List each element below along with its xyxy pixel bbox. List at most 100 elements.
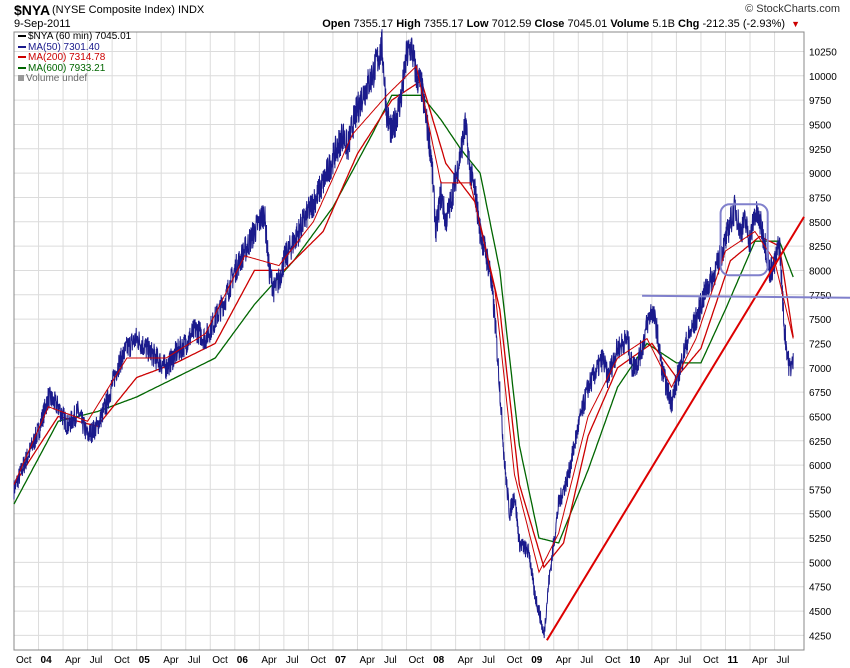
y-tick-label: 8250 (809, 242, 832, 253)
index-full-name: (NYSE Composite Index) (52, 4, 175, 16)
x-tick-label: Apr (556, 655, 572, 666)
x-tick-label: 08 (433, 655, 445, 666)
high-label: High (396, 18, 421, 30)
legend-ma600: MA(600) 7933.21 (18, 62, 131, 75)
x-tick-label: Jul (90, 655, 103, 666)
x-tick-label: 04 (41, 655, 53, 666)
legend-volume: Volume undef (18, 73, 131, 85)
quote-line: Open 7355.17 High 7355.17 Low 7012.59 Cl… (322, 18, 800, 30)
y-tick-label: 8000 (809, 266, 832, 277)
x-tick-label: Oct (16, 655, 32, 666)
x-tick-label: Jul (286, 655, 299, 666)
chg-label: Chg (678, 18, 700, 30)
open-label: Open (322, 18, 351, 30)
support-line (642, 294, 850, 299)
x-tick-label: 06 (237, 655, 249, 666)
x-tick-label: Oct (212, 655, 228, 666)
x-tick-label: Apr (752, 655, 768, 666)
x-tick-label: 11 (727, 655, 738, 666)
y-axis-labels: 4250 4500 4750 5000 5250 5500 5750 6000 6250 6500… (809, 47, 837, 642)
x-tick-label: Apr (261, 655, 277, 666)
index-name: (NYSE Composite Index) INDX (52, 4, 204, 16)
volume-value: 5.1B (652, 18, 675, 30)
legend-swatch (18, 35, 26, 38)
x-tick-label: Oct (114, 655, 130, 666)
chart-header: $NYA (NYSE Composite Index) INDX 9-Sep-2… (0, 0, 850, 32)
ma600-line (13, 94, 794, 544)
y-tick-label: 5500 (809, 510, 832, 521)
y-tick-label: 6750 (809, 388, 832, 399)
x-tick-label: Oct (409, 655, 425, 666)
annotations (546, 203, 850, 641)
x-tick-label: Apr (458, 655, 474, 666)
x-tick-label: Apr (65, 655, 81, 666)
legend-swatch (18, 45, 26, 48)
series-layer (13, 29, 794, 639)
legend: $NYA (60 min) 7045.01 MA(50) 7301.40 MA(… (18, 31, 132, 85)
legend-label: MA(200) 7314.78 (28, 52, 106, 63)
x-tick-label: Oct (507, 655, 523, 666)
x-tick-label: Jul (777, 655, 790, 666)
y-tick-label: 7500 (809, 315, 832, 326)
symbol: $NYA (14, 2, 51, 18)
x-tick-label: Apr (654, 655, 670, 666)
y-tick-label: 9000 (809, 169, 832, 180)
legend-label: $NYA (60 min) 7045.01 (28, 31, 132, 42)
y-tick-label: 7000 (809, 364, 832, 375)
y-tick-label: 9250 (809, 145, 832, 156)
y-tick-label: 5250 (809, 534, 832, 545)
x-tick-label: Oct (703, 655, 719, 666)
y-tick-label: 4500 (809, 607, 832, 618)
x-axis-labels: Oct 04 Apr Jul Oct 05 Apr Jul Oct 06 Apr Jul Oct 07 Ap… (16, 655, 789, 666)
x-tick-label: Apr (163, 655, 179, 666)
y-tick-label: 8750 (809, 193, 832, 204)
y-tick-label: 10000 (809, 72, 837, 83)
exchange: INDX (177, 4, 205, 16)
trendline (546, 216, 805, 641)
x-tick-label: Oct (310, 655, 326, 666)
y-tick-label: 6000 (809, 461, 832, 472)
close-value: 7045.01 (567, 18, 608, 30)
open-value: 7355.17 (353, 18, 394, 30)
y-tick-label: 9750 (809, 96, 832, 107)
low-label: Low (466, 18, 489, 30)
high-value: 7355.17 (423, 18, 464, 30)
x-tick-label: 07 (335, 655, 347, 666)
x-tick-label: Jul (678, 655, 691, 666)
y-tick-label: 6250 (809, 437, 832, 448)
legend-label: MA(600) 7933.21 (28, 62, 106, 74)
x-tick-label: Jul (384, 655, 397, 666)
x-tick-label: Jul (580, 655, 593, 666)
plot-frame (13, 31, 805, 651)
y-tick-label: 6500 (809, 412, 832, 423)
highlight-box (719, 203, 769, 277)
close-label: Close (534, 18, 565, 30)
x-tick-label: Oct (605, 655, 621, 666)
y-tick-label: 7250 (809, 339, 832, 350)
chart-date: 9-Sep-2011 (14, 18, 71, 30)
legend-swatch (18, 66, 26, 69)
chg-value: -212.35 (-2.93%) (702, 18, 786, 30)
x-tick-label: 09 (531, 655, 543, 666)
legend-label: Volume undef (26, 73, 88, 84)
x-tick-label: Jul (482, 655, 495, 666)
volume-label: Volume (610, 18, 650, 30)
x-tick-label: Apr (359, 655, 375, 666)
x-tick-label: 05 (139, 655, 151, 666)
legend-swatch (18, 56, 26, 59)
y-tick-label: 5750 (809, 485, 832, 496)
low-value: 7012.59 (491, 18, 532, 30)
y-tick-label: 4750 (809, 583, 832, 594)
legend-ma50: MA(50) 7301.40 (18, 42, 131, 54)
legend-price: $NYA (60 min) 7045.01 (18, 31, 132, 43)
price-line (13, 29, 794, 639)
x-tick-label: Jul (188, 655, 201, 666)
y-tick-label: 8500 (809, 218, 832, 229)
y-tick-label: 10250 (809, 47, 837, 58)
y-tick-label: 5000 (809, 558, 832, 569)
ma50-line (13, 65, 794, 574)
brand-logo: © StockCharts.com (745, 3, 840, 15)
legend-ma200: MA(200) 7314.78 (18, 52, 131, 64)
legend-swatch (18, 75, 24, 82)
